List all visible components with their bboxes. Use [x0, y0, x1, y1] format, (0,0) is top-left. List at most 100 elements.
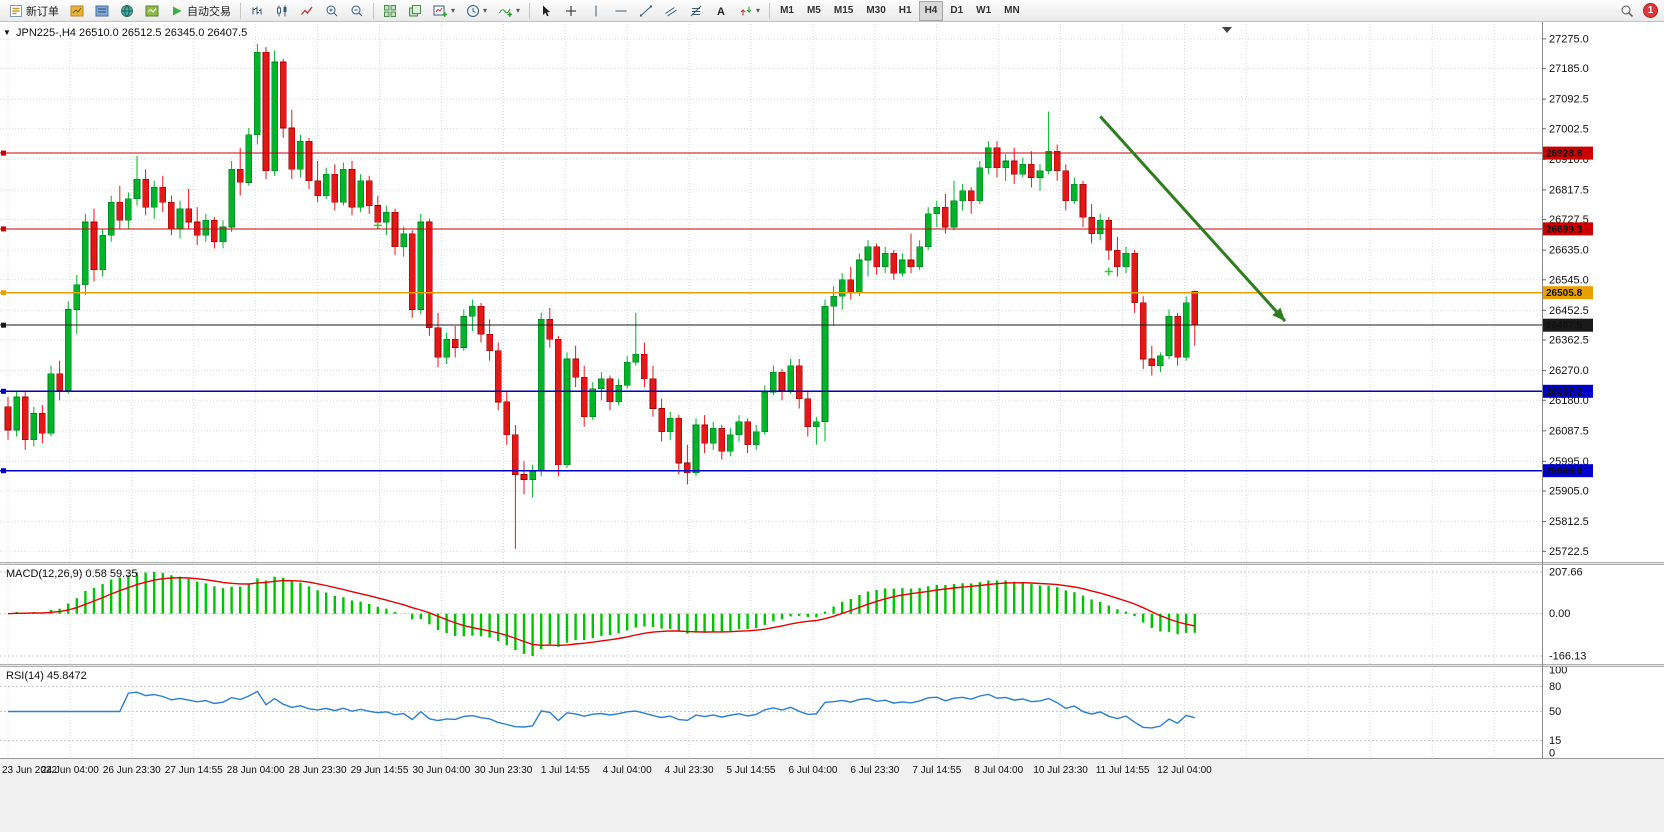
panel-separator[interactable]	[0, 562, 1664, 565]
toolbar-separator	[240, 2, 241, 19]
bear-candle	[512, 434, 519, 475]
text-tool-button[interactable]: A	[709, 1, 733, 21]
bull-candle	[881, 253, 889, 267]
vertical-line-tool-button[interactable]	[584, 1, 608, 21]
arrows-tool-button[interactable]: ▾	[734, 1, 765, 21]
time-axis-label: 24 Jun 04:00	[41, 765, 99, 776]
fibonacci-tool-button[interactable]	[684, 1, 708, 21]
price-tag-label: 26699.3	[1546, 224, 1583, 235]
cursor-tool-button[interactable]	[534, 1, 558, 21]
bull-candle	[933, 206, 941, 215]
notification-badge[interactable]: 1	[1643, 3, 1658, 18]
macd-panel-label: MACD(12,26,9) 0.58 59.35	[6, 568, 137, 580]
timeframe-button-m5[interactable]: M5	[801, 1, 827, 21]
line-chart-icon	[301, 6, 313, 15]
trend-arrow[interactable]	[1099, 115, 1287, 323]
data-window-button[interactable]	[90, 1, 114, 21]
new-order-icon	[10, 4, 22, 17]
price-axis-label: 26635.0	[1549, 245, 1589, 257]
bear-candle	[331, 173, 339, 203]
bull-candle	[133, 178, 141, 200]
cascade-windows-icon	[409, 4, 421, 16]
macd-axis-label: 0.00	[1549, 608, 1570, 620]
chart-shift-marker-icon[interactable]	[1222, 27, 1232, 33]
bear-candle	[890, 253, 898, 274]
timeframe-button-m30[interactable]: M30	[860, 1, 891, 21]
rsi-panel-label: RSI(14) 45.8472	[6, 670, 87, 682]
price-tag	[1543, 384, 1593, 398]
bull-candle	[107, 201, 115, 236]
profiles-button[interactable]: ▾	[461, 1, 492, 21]
bear-candle	[236, 168, 244, 183]
price-axis-label: 27275.0	[1549, 33, 1589, 45]
price-tag	[1543, 464, 1593, 478]
hline-endpoint-marker[interactable]	[1, 322, 6, 328]
trendline-tool-button[interactable]	[634, 1, 658, 21]
timeframe-button-w1[interactable]: W1	[970, 1, 997, 21]
tile-windows-button[interactable]	[378, 1, 402, 21]
bear-candle	[907, 259, 915, 267]
indicators-button[interactable]: ▾	[493, 1, 525, 21]
hline-endpoint-marker[interactable]	[1, 226, 6, 232]
timeframe-button-h4[interactable]: H4	[918, 0, 944, 21]
bar-chart-button[interactable]	[245, 1, 269, 21]
time-axis-label: 8 Jul 04:00	[974, 765, 1023, 776]
timeframe-button-h1[interactable]: H1	[893, 1, 918, 21]
bull-candle	[1096, 220, 1104, 234]
hline-endpoint-marker[interactable]	[1, 150, 6, 156]
bull-candle	[985, 147, 992, 168]
price-axis-label: 27092.5	[1549, 94, 1589, 106]
bull-candle	[357, 180, 364, 208]
hline-endpoint-marker[interactable]	[1, 290, 6, 296]
chart-menu-icon[interactable]: ▼	[3, 28, 11, 37]
zoom-out-button[interactable]	[345, 1, 369, 21]
bear-candle	[279, 61, 287, 129]
crosshair-tool-button[interactable]	[559, 1, 583, 21]
cursor-icon	[543, 5, 551, 16]
channel-tool-button[interactable]	[659, 1, 683, 21]
market-watch-button[interactable]	[65, 1, 89, 21]
new-order-label: 新订单	[26, 5, 59, 18]
rsi-axis-label: 50	[1549, 706, 1561, 718]
timeframe-button-m15[interactable]: M15	[828, 1, 859, 21]
price-axis-label: 25905.0	[1549, 486, 1589, 498]
timeframe-button-d1[interactable]: D1	[944, 1, 969, 21]
bear-candle	[718, 427, 726, 452]
search-button[interactable]	[1615, 1, 1639, 21]
arrows-icon	[740, 6, 752, 15]
new-order-button[interactable]: 新订单	[4, 1, 64, 21]
bull-candle	[176, 208, 184, 229]
new-chart-button[interactable]: ▾	[428, 1, 460, 21]
bear-candle	[451, 338, 459, 348]
bear-candle	[1131, 253, 1138, 304]
bull-candle	[976, 167, 984, 201]
bear-candle	[580, 376, 588, 418]
svg-text:A: A	[717, 6, 725, 18]
timeframe-button-mn[interactable]: MN	[998, 1, 1026, 21]
panel-separator[interactable]	[0, 664, 1664, 667]
bull-candle	[632, 353, 640, 363]
price-tag	[1543, 286, 1593, 300]
search-icon	[1621, 5, 1634, 17]
line-chart-button[interactable]	[295, 1, 319, 21]
hline-endpoint-marker[interactable]	[1, 468, 6, 474]
bear-candle	[701, 424, 708, 444]
bull-candle	[830, 295, 837, 307]
auto-trading-button[interactable]: 自动交易	[165, 1, 236, 21]
hline-endpoint-marker[interactable]	[1, 388, 6, 394]
bull-candle	[443, 338, 450, 358]
bear-candle	[185, 208, 192, 223]
candlestick-button[interactable]	[270, 1, 294, 21]
cascade-windows-button[interactable]	[403, 1, 427, 21]
timeframe-button-m1[interactable]: M1	[774, 1, 800, 21]
bear-candle	[684, 462, 691, 474]
price-axis-label: 26817.5	[1549, 184, 1589, 196]
toolbar-separator	[373, 2, 374, 19]
price-axis-label: 26362.5	[1549, 335, 1589, 347]
price-axis-label: 26545.0	[1549, 274, 1589, 286]
terminal-button[interactable]	[140, 1, 164, 21]
bull-candle	[761, 391, 769, 432]
zoom-in-button[interactable]	[320, 1, 344, 21]
horizontal-line-tool-button[interactable]	[609, 1, 633, 21]
navigator-button[interactable]	[115, 1, 139, 21]
